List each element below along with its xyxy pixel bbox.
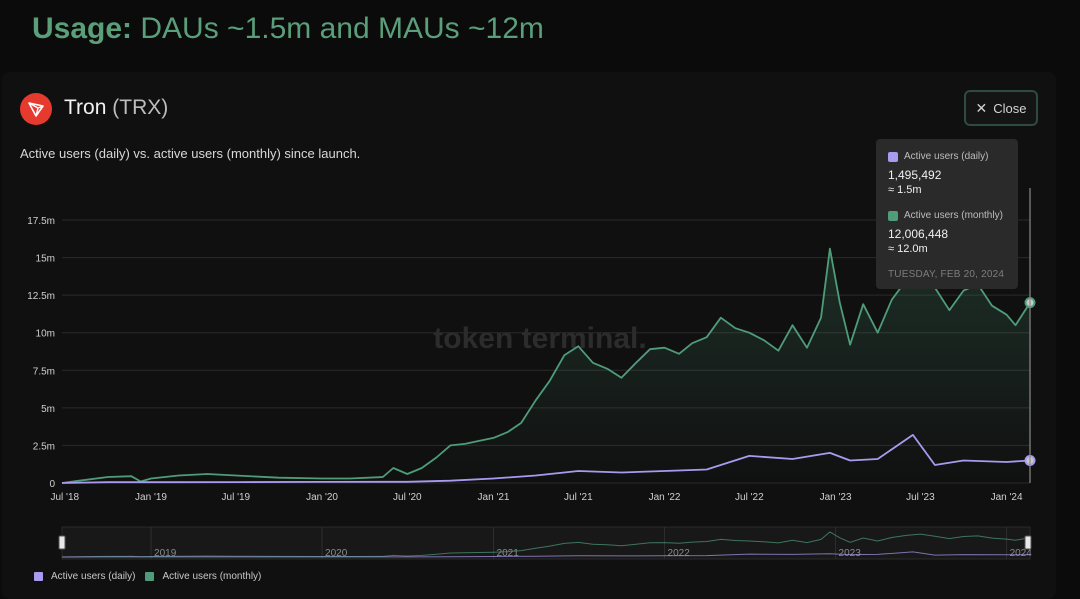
tooltip-daily-label: Active users (daily) [904, 151, 989, 162]
token-name: Tron [64, 96, 107, 119]
x-tick-label: Jul '23 [906, 492, 935, 503]
y-tick-label: 10m [36, 329, 55, 340]
navigator-year-label: 2023 [839, 548, 862, 559]
headline-rest: DAUs ~1.5m and MAUs ~12m [132, 12, 544, 45]
navigator-year-label: 2024 [1010, 548, 1033, 559]
y-tick-label: 5m [41, 404, 55, 415]
y-tick-label: 2.5m [33, 441, 55, 452]
y-tick-label: 0 [49, 479, 55, 490]
tooltip-daily-row: Active users (daily) [888, 151, 1006, 162]
legend-label-monthly: Active users (monthly) [162, 571, 262, 582]
tooltip-daily-value: 1,495,492 [888, 168, 942, 182]
y-tick-label: 17.5m [27, 216, 55, 227]
legend-item-monthly[interactable]: Active users (monthly) [145, 571, 261, 582]
navigator-background [61, 526, 1031, 560]
tooltip-monthly-value: 12,006,448 [888, 227, 949, 241]
y-tick-label: 12.5m [27, 291, 55, 302]
legend-label-daily: Active users (daily) [51, 571, 136, 582]
navigator-year-label: 2022 [668, 548, 691, 559]
close-icon: ✕ [975, 99, 988, 116]
page-headline: Usage: DAUs ~1.5m and MAUs ~12m [32, 12, 544, 46]
x-tick-label: Jan '23 [820, 492, 852, 503]
x-tick-label: Jul '22 [735, 492, 764, 503]
tron-logo-icon [20, 93, 52, 125]
chart-tooltip: Active users (daily) 1,495,492 ≈ 1.5m Ac… [876, 139, 1018, 289]
navigator-year-label: 2021 [497, 548, 520, 559]
tooltip-date: TUESDAY, FEB 20, 2024 [888, 269, 1005, 280]
legend-item-daily[interactable]: Active users (daily) [34, 571, 135, 582]
y-tick-label: 15m [36, 254, 55, 265]
navigator-handle-left[interactable] [58, 535, 66, 550]
navigator-year-label: 2019 [154, 548, 177, 559]
tooltip-monthly-approx: ≈ 12.0m [888, 243, 928, 255]
x-tick-label: Jan '24 [991, 492, 1023, 503]
tooltip-monthly-label: Active users (monthly) [904, 210, 1003, 221]
chart-subtitle: Active users (daily) vs. active users (m… [20, 146, 361, 161]
tooltip-daily-approx: ≈ 1.5m [888, 184, 922, 196]
series-line-daily [61, 434, 1031, 484]
y-tick-label: 7.5m [33, 366, 55, 377]
legend-swatch-daily [34, 572, 43, 581]
legend-swatch-monthly [145, 572, 155, 581]
close-button[interactable]: ✕ Close [964, 90, 1038, 126]
x-tick-label: Jul '18 [51, 492, 80, 503]
x-tick-label: Jan '19 [135, 492, 167, 503]
x-tick-label: Jul '20 [393, 492, 422, 503]
chart-watermark: token terminal. [433, 322, 646, 355]
tooltip-daily-swatch [888, 151, 898, 162]
tooltip-monthly-row: Active users (monthly) [888, 210, 1006, 221]
chart-legend: Active users (daily) Active users (month… [34, 571, 261, 582]
headline-strong: Usage: [32, 12, 133, 45]
series-line-monthly [61, 247, 1031, 484]
navigator-year-label: 2020 [325, 548, 348, 559]
x-tick-label: Jul '19 [222, 492, 251, 503]
token-ticker: (TRX) [112, 96, 169, 119]
navigator-handle-right[interactable] [1024, 535, 1032, 550]
close-label: Close [993, 100, 1027, 116]
navigator-line-daily [61, 551, 1031, 558]
series-area-monthly [62, 248, 1030, 483]
x-tick-label: Jan '21 [478, 492, 510, 503]
tooltip-monthly-swatch [888, 210, 898, 221]
x-tick-label: Jul '21 [564, 492, 593, 503]
x-tick-label: Jan '22 [649, 492, 681, 503]
x-tick-label: Jan '20 [306, 492, 338, 503]
token-title: Tron (TRX) [64, 96, 168, 120]
